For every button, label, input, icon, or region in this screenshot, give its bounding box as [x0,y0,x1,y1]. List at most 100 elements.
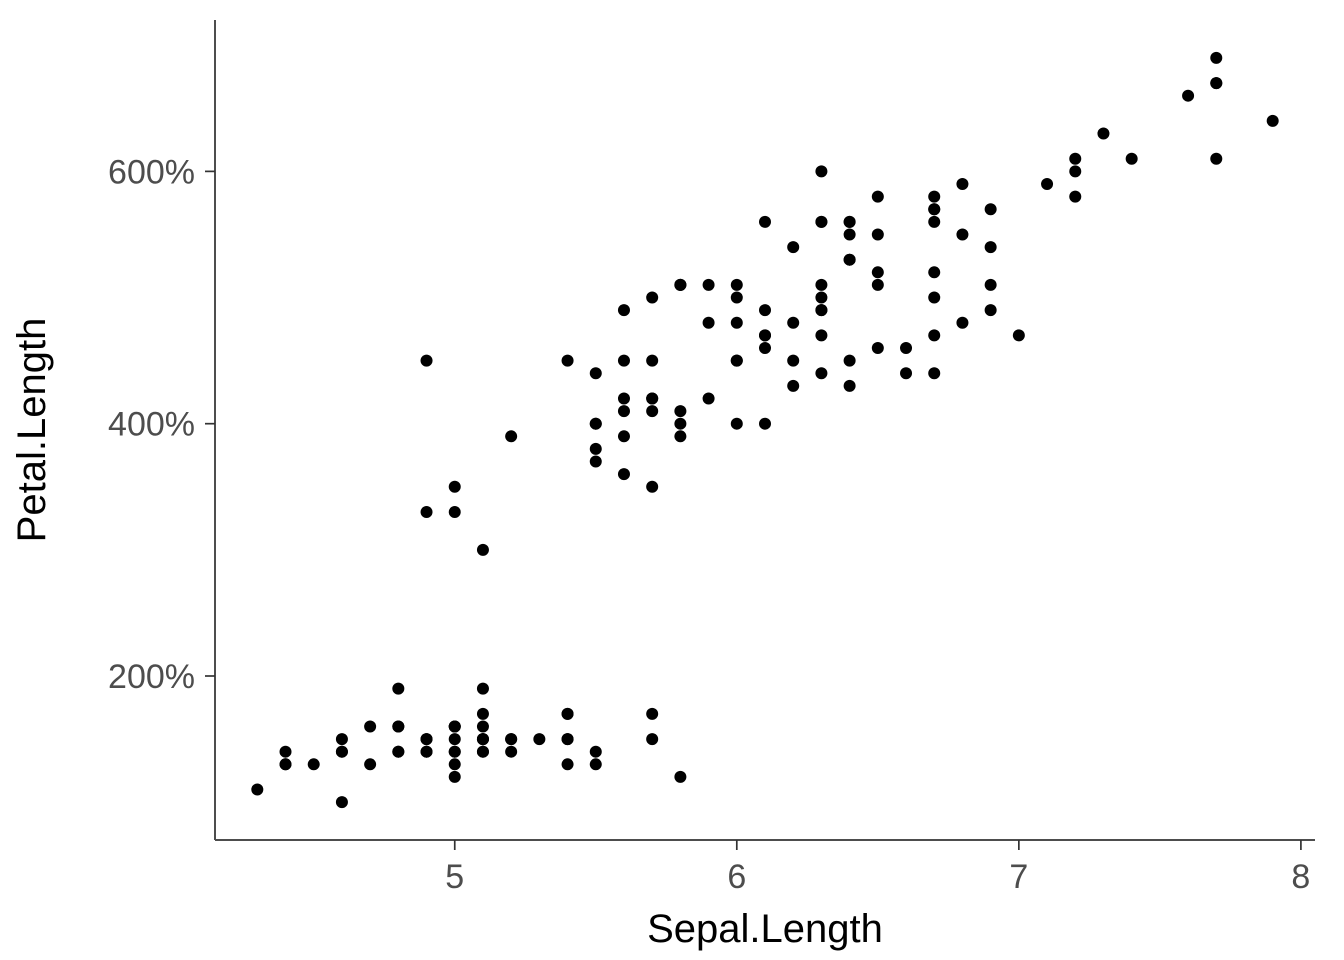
data-point [1210,52,1222,64]
data-point [844,228,856,240]
x-tick-label: 8 [1291,858,1310,896]
data-point [618,405,630,417]
data-point [731,279,743,291]
data-point [364,720,376,732]
data-point [928,203,940,215]
data-point [815,304,827,316]
data-point [985,241,997,253]
x-tick-label: 5 [445,858,464,896]
data-point [449,746,461,758]
data-point [364,758,376,770]
data-point [759,342,771,354]
data-point [477,746,489,758]
data-point [477,720,489,732]
data-point [844,254,856,266]
data-point [674,279,686,291]
data-point [900,342,912,354]
data-point [815,329,827,341]
data-point [590,746,602,758]
data-point [872,266,884,278]
data-point [280,746,292,758]
data-point [900,367,912,379]
data-point [787,317,799,329]
data-point [815,279,827,291]
data-point [477,708,489,720]
data-point [731,292,743,304]
scatter-chart: 5678200%400%600%Sepal.LengthPetal.Length [0,0,1344,960]
data-point [618,304,630,316]
data-point [1097,128,1109,140]
data-point [956,178,968,190]
data-point [618,392,630,404]
data-point [872,191,884,203]
data-point [1069,165,1081,177]
data-point [1069,191,1081,203]
data-point [928,292,940,304]
data-point [618,468,630,480]
data-point [815,216,827,228]
data-point [421,733,433,745]
data-point [590,456,602,468]
data-point [336,796,348,808]
data-point [392,683,404,695]
data-point [646,405,658,417]
data-point [505,733,517,745]
data-point [759,329,771,341]
data-point [449,506,461,518]
data-point [618,355,630,367]
data-point [421,355,433,367]
data-point [815,367,827,379]
data-point [505,746,517,758]
data-point [928,216,940,228]
data-point [646,392,658,404]
data-point [562,758,574,770]
data-point [590,443,602,455]
data-point [392,746,404,758]
data-point [703,392,715,404]
data-point [928,266,940,278]
data-point [844,380,856,392]
data-point [1069,153,1081,165]
data-point [646,708,658,720]
data-point [731,355,743,367]
data-point [674,771,686,783]
data-point [674,430,686,442]
data-point [449,771,461,783]
data-point [646,733,658,745]
y-axis-label: Petal.Length [10,318,54,543]
data-point [703,279,715,291]
data-point [421,506,433,518]
data-point [844,355,856,367]
data-point [815,165,827,177]
data-point [449,720,461,732]
data-point [280,758,292,770]
x-tick-label: 6 [727,858,746,896]
data-point [392,720,404,732]
data-point [1041,178,1053,190]
data-point [533,733,545,745]
data-point [985,304,997,316]
data-point [421,746,433,758]
data-point [759,216,771,228]
data-point [590,418,602,430]
data-point [928,191,940,203]
data-point [646,355,658,367]
y-tick-label: 600% [108,153,195,191]
data-point [477,683,489,695]
data-point [787,241,799,253]
data-point [872,228,884,240]
data-point [477,733,489,745]
data-point [308,758,320,770]
data-point [477,544,489,556]
data-point [1210,77,1222,89]
data-point [674,418,686,430]
data-point [251,784,263,796]
data-point [815,292,827,304]
data-point [505,430,517,442]
data-point [787,355,799,367]
data-point [674,405,686,417]
y-tick-label: 400% [108,406,195,444]
data-point [759,418,771,430]
data-point [759,304,771,316]
data-point [985,279,997,291]
